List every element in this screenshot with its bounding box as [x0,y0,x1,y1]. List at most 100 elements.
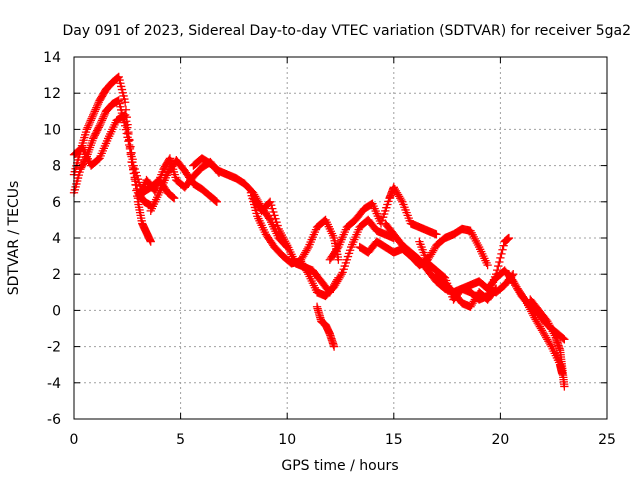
data-point [340,261,349,271]
data-point [121,105,131,114]
data-point [94,123,103,132]
y-tick-label: 4 [52,231,61,247]
data-point [497,249,506,258]
data-point [124,129,133,139]
data-point [77,163,86,172]
data-point [381,206,390,215]
data-point [272,218,281,227]
data-point [432,230,441,239]
data-point [339,265,348,274]
data-point [127,148,136,158]
data-point [342,255,352,264]
data-point [170,194,179,203]
data-point [128,155,137,164]
data-point [380,209,389,219]
data-point [121,98,130,107]
data-point [129,161,138,170]
data-point [93,124,103,134]
data-point [122,117,131,126]
data-point [377,216,387,225]
data-point [265,197,275,206]
data-point [343,252,353,261]
data-point [146,237,155,246]
data-point [114,72,123,82]
y-tick-label: 12 [43,86,61,102]
y-tick-label: 10 [43,122,61,138]
data-point [126,150,135,159]
data-point [270,211,279,220]
data-point [117,82,126,91]
data-point [498,245,507,254]
y-tick-label: 0 [52,303,61,319]
data-point [273,221,282,230]
data-point [504,233,514,243]
data-point [90,131,99,140]
data-point [329,342,339,351]
x-tick-label: 15 [385,432,403,448]
data-point [560,382,569,391]
data-point [338,268,347,277]
data-point [115,75,124,85]
data-point [560,335,569,344]
data-point [499,241,508,250]
x-tick-label: 25 [598,432,616,448]
data-point [268,204,277,213]
data-point [271,214,280,223]
data-point [115,99,124,108]
data-point [92,127,101,137]
tick-layer [73,56,608,420]
data-point [559,334,568,343]
chart-title: Day 091 of 2023, Sidereal Day-to-day VTE… [63,23,632,39]
y-tick-label: 14 [43,50,61,66]
data-point [212,197,221,206]
data-point [494,261,503,271]
data-point [384,197,393,206]
x-tick-label: 10 [278,432,296,448]
data-point [120,94,129,104]
data-point [91,129,100,138]
data-point [119,111,129,120]
data-point [114,96,123,105]
data-point [89,134,98,143]
data-point [119,91,128,101]
data-point [168,192,177,201]
data-point [121,110,130,120]
data-point [93,126,102,135]
data-point [131,168,140,177]
y-axis-title: SDTVAR / TECUs [6,181,22,296]
data-point [269,207,278,217]
data-point [490,285,500,295]
data-point [116,102,125,111]
data-point [383,200,392,209]
data-point [483,261,492,270]
data-point [491,284,501,293]
data-point [334,255,343,264]
data-point [267,201,276,210]
x-tick-label: 20 [491,432,509,448]
data-point [78,160,87,169]
data-point [496,253,505,263]
data-point [495,257,504,267]
data-point [341,258,350,268]
y-tick-label: -4 [47,376,61,392]
data-point [382,203,391,212]
y-tick-label: -6 [47,412,61,428]
data-point [344,249,354,258]
data-point [125,136,134,145]
data-point [493,265,502,275]
data-point [130,164,139,174]
data-point [124,137,133,146]
data-point [169,193,178,202]
x-tick-label: 0 [70,432,79,448]
data-point [378,213,388,222]
data-point [133,175,143,184]
data-point [123,123,132,132]
label-layer: 0 5 10 15 20 25 -6 -4 -2 0 2 4 6 8 10 12 14 [43,50,616,448]
y-tick-label: -2 [47,340,61,356]
data-point [89,132,99,142]
x-axis-title: GPS time / hours [281,458,398,474]
data-point [126,142,135,151]
y-tick-label: 2 [52,267,61,283]
data-layer [69,72,569,391]
